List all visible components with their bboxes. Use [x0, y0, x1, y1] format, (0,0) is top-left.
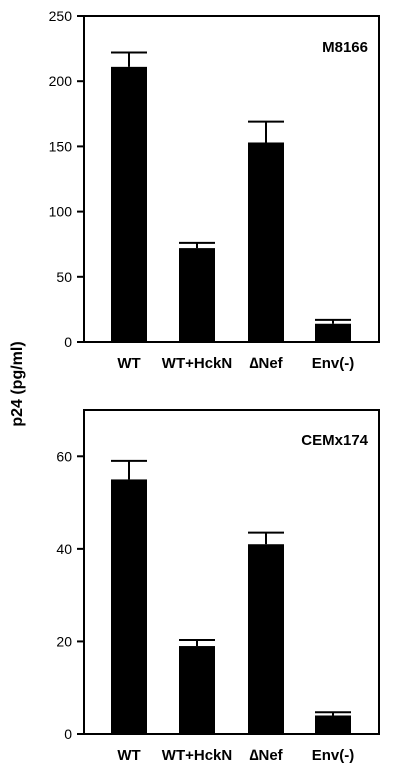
plot-frame: [83, 409, 380, 735]
y-tick-label: 0: [64, 334, 72, 350]
panel-title: M8166: [322, 39, 368, 56]
x-axis-labels: WT WT+HckN ∆Nef Env(-): [117, 355, 354, 372]
y-axis-label: p24 (pg/ml): [9, 341, 26, 426]
x-axis-labels: WT WT+HckN ∆Nef Env(-): [117, 747, 354, 764]
y-tick-label: 100: [49, 204, 73, 220]
bar: [111, 66, 147, 342]
x-tick-label: Env(-): [312, 355, 355, 372]
bar: [111, 479, 147, 734]
x-tick-label: ∆Nef: [249, 747, 283, 764]
x-tick-label: WT: [117, 355, 140, 372]
x-tick-label: ∆Nef: [249, 355, 283, 372]
chart-panel-top: M8166 0 50 100 150 200 250 WT WT+HckN ∆Nef Env(-…: [49, 8, 380, 372]
y-tick-label: 250: [49, 8, 73, 24]
x-tick-label: Env(-): [312, 747, 355, 764]
panel-title: CEMx174: [301, 432, 368, 449]
y-tick-label: 150: [49, 138, 73, 154]
y-tick-label: 40: [56, 541, 72, 557]
x-tick-label: WT+HckN: [162, 747, 232, 764]
bar-marks: [111, 51, 351, 342]
bar: [179, 646, 215, 734]
bar: [315, 715, 351, 734]
bar-marks: [111, 459, 351, 734]
y-tick-label: 0: [64, 726, 72, 742]
bar: [248, 544, 284, 734]
y-tick-label: 50: [56, 269, 72, 285]
plot-frame: [83, 15, 380, 343]
y-axis-ticks: 0 50 100 150 200 250: [49, 8, 84, 350]
bar: [248, 142, 284, 342]
x-tick-label: WT+HckN: [162, 355, 232, 372]
bar: [315, 323, 351, 342]
x-tick-label: WT: [117, 747, 140, 764]
chart-panel-bottom: CEMx174 0 20 40 60 WT WT+HckN ∆Nef Env(-): [56, 409, 380, 764]
y-axis-ticks: 0 20 40 60: [56, 448, 84, 742]
y-tick-label: 200: [49, 73, 73, 89]
y-tick-label: 20: [56, 633, 72, 649]
bar: [179, 248, 215, 342]
y-tick-label: 60: [56, 448, 72, 464]
